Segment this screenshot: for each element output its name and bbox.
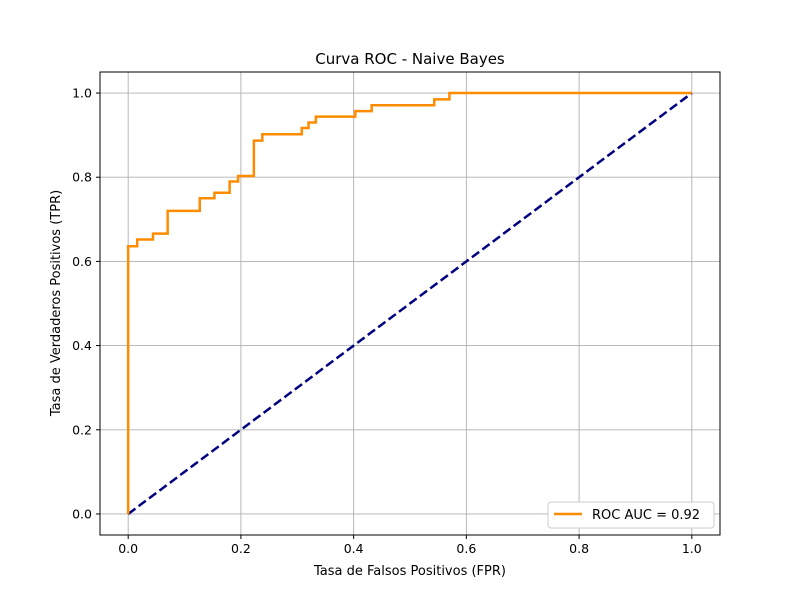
x-tick-label: 0.0 (118, 541, 138, 556)
y-tick-label: 0.6 (72, 254, 92, 269)
y-tick-label: 0.4 (72, 338, 92, 353)
y-axis-label: Tasa de Verdaderos Positivos (TPR) (49, 190, 64, 417)
y-axis-ticks: 0.0 0.2 0.4 0.6 0.8 1.0 (72, 86, 100, 521)
chart-title: Curva ROC - Naive Bayes (315, 50, 505, 68)
legend-label-roc: ROC AUC = 0.92 (592, 508, 700, 523)
y-tick-label: 0.2 (72, 422, 92, 437)
y-tick-label: 1.0 (72, 86, 92, 101)
x-tick-label: 0.8 (569, 541, 589, 556)
x-tick-label: 0.2 (231, 541, 251, 556)
x-axis-label: Tasa de Falsos Positivos (FPR) (313, 564, 506, 579)
legend-box (547, 501, 715, 529)
x-tick-label: 0.6 (456, 541, 476, 556)
x-tick-label: 0.4 (344, 541, 364, 556)
series-layer (126, 91, 693, 515)
y-tick-label: 0.0 (72, 506, 92, 521)
y-tick-label: 0.8 (72, 170, 92, 185)
plot-frame (99, 71, 721, 536)
x-axis-ticks: 0.0 0.2 0.4 0.6 0.8 1.0 (118, 535, 702, 556)
grid-lines (100, 72, 720, 535)
legend: ROC AUC = 0.92 (547, 501, 715, 529)
x-tick-label: 1.0 (682, 541, 702, 556)
roc-curve-line (126, 91, 692, 514)
baseline-diagonal-line (127, 92, 693, 515)
